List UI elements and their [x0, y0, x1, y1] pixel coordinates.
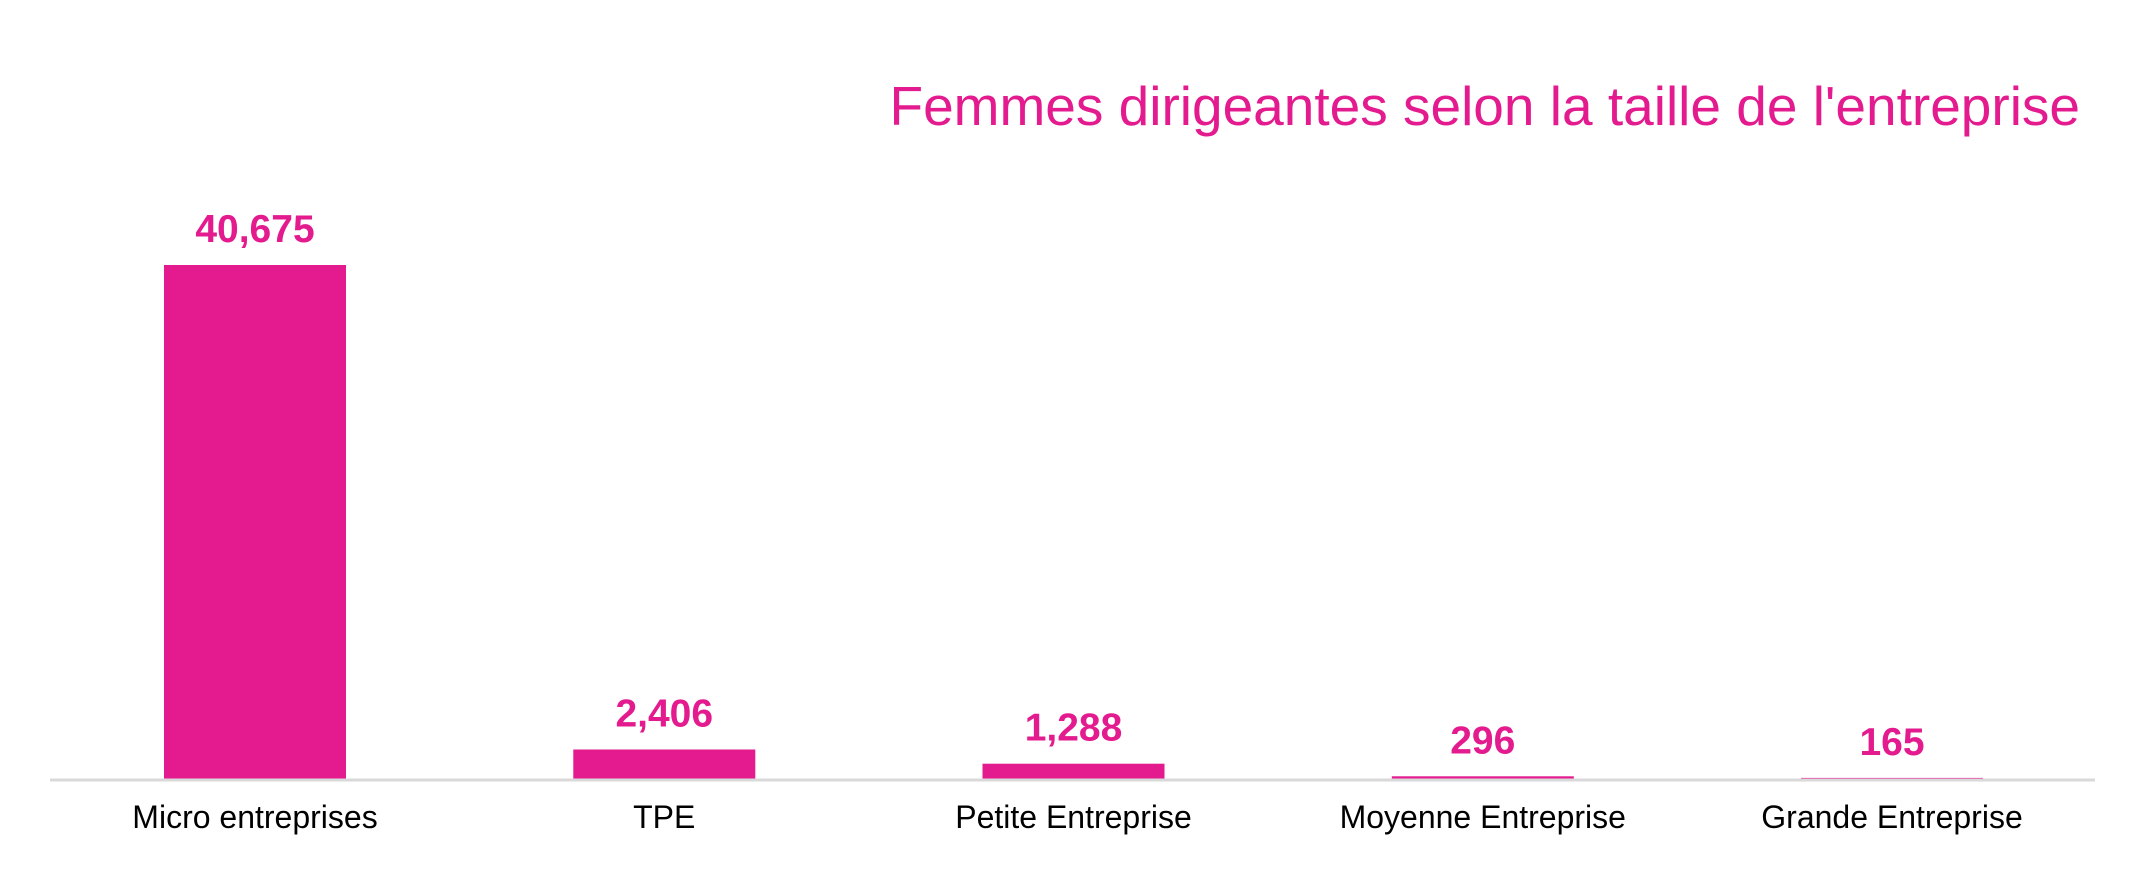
bar: [982, 763, 1165, 780]
x-tick-label: Petite Entreprise: [955, 799, 1192, 835]
bars-layer: [164, 265, 1983, 780]
data-labels-layer: 40,675 2,406 1,288 296 165: [195, 208, 1924, 764]
x-tick-labels-layer: Micro entreprises TPE Petite Entreprise Moy…: [132, 799, 2022, 835]
bar: [1391, 776, 1574, 780]
data-label: 296: [1450, 719, 1515, 762]
bar: [164, 265, 346, 780]
x-tick-label: TPE: [633, 799, 695, 835]
data-label: 1,288: [1025, 707, 1123, 750]
chart-title: Femmes dirigeantes selon la taille de l'…: [889, 75, 2080, 137]
bar: [573, 749, 756, 780]
x-tick-label: Micro entreprises: [132, 799, 377, 835]
x-tick-label: Moyenne Entreprise: [1340, 799, 1626, 835]
x-tick-label: Grande Entreprise: [1761, 799, 2022, 835]
data-label: 40,675: [195, 208, 314, 251]
data-label: 165: [1859, 721, 1924, 764]
data-label: 2,406: [615, 693, 713, 736]
